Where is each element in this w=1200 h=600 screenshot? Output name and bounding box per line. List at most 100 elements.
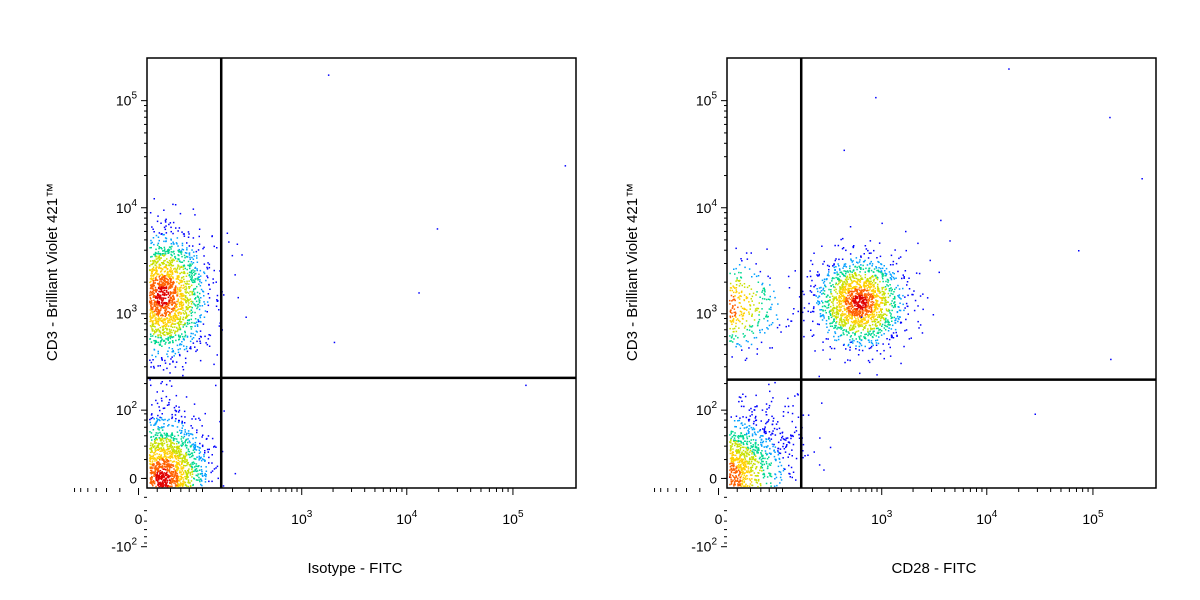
event-dot: [732, 474, 734, 477]
event-dot: [197, 249, 200, 251]
event-dot: [188, 454, 190, 456]
event-dot: [181, 470, 184, 472]
event-dot: [167, 465, 170, 468]
event-dot: [159, 470, 162, 472]
event-dot: [156, 300, 159, 302]
event-dot: [200, 297, 202, 299]
event-dot: [853, 327, 855, 330]
event-dot: [859, 309, 861, 311]
event-dot: [158, 266, 161, 269]
event-dot: [862, 264, 864, 267]
event-dot: [857, 324, 859, 327]
event-dot: [905, 329, 908, 331]
event-dot: [152, 443, 154, 445]
event-dot: [807, 310, 809, 313]
event-dot: [809, 290, 812, 292]
event-dot: [840, 320, 843, 323]
event-dot: [864, 273, 867, 276]
event-dot: [191, 461, 193, 464]
event-dot: [159, 463, 162, 465]
event-dot: [199, 315, 201, 317]
event-dot: [743, 308, 745, 311]
event-dot: [172, 241, 174, 243]
event-dot: [844, 324, 846, 326]
event-dot: [183, 233, 185, 235]
event-dot: [853, 301, 855, 304]
event-dot: [160, 472, 163, 475]
event-dot: [180, 475, 182, 478]
event-dot: [167, 279, 170, 281]
event-dot: [185, 295, 187, 297]
event-dot: [742, 436, 744, 438]
event-dot: [736, 279, 738, 281]
event-dot: [170, 385, 173, 387]
event-dot: [172, 477, 175, 480]
event-dot: [150, 302, 152, 305]
event-dot: [236, 243, 239, 245]
event-dot: [841, 286, 843, 289]
event-dot: [173, 268, 175, 270]
event-dot: [150, 466, 153, 468]
event-dot: [866, 293, 868, 295]
event-dot: [839, 319, 841, 322]
event-dot: [858, 335, 860, 338]
event-dot: [150, 456, 152, 459]
event-dot: [177, 318, 179, 320]
event-dot: [823, 293, 826, 295]
event-dot: [182, 249, 185, 251]
event-dot: [738, 443, 740, 445]
event-dot: [876, 314, 878, 316]
event-dot: [164, 279, 166, 281]
event-dot: [857, 354, 860, 356]
event-dot: [152, 228, 154, 230]
event-dot: [881, 315, 883, 318]
event-dot: [879, 291, 882, 294]
event-dot: [149, 463, 151, 465]
event-dot: [157, 352, 159, 355]
event-dot: [154, 304, 156, 307]
event-dot: [173, 482, 175, 484]
event-dot: [161, 426, 164, 429]
event-dot: [150, 442, 152, 444]
event-dot: [175, 268, 177, 271]
event-dot: [167, 321, 169, 324]
event-dot: [843, 296, 845, 298]
event-dot: [157, 469, 160, 472]
event-dot: [839, 291, 841, 293]
event-dot: [177, 334, 180, 336]
event-dot: [195, 474, 198, 477]
event-dot: [884, 320, 887, 323]
event-dot: [164, 307, 167, 309]
event-dot: [173, 314, 175, 317]
event-dot: [884, 303, 886, 305]
event-dot: [730, 294, 733, 297]
event-dot: [835, 291, 837, 293]
event-dot: [163, 255, 165, 257]
event-dot: [153, 463, 155, 465]
event-dot: [150, 424, 152, 426]
event-dot: [166, 272, 168, 274]
event-dot: [881, 286, 883, 289]
event-dot: [205, 342, 207, 344]
event-dot: [153, 367, 155, 369]
event-dot: [191, 443, 193, 446]
event-dot: [160, 427, 162, 429]
event-dot: [203, 255, 205, 257]
event-dot: [849, 267, 851, 270]
event-dot: [772, 445, 774, 448]
event-dot: [196, 475, 199, 477]
event-dot: [170, 230, 172, 233]
event-dot: [890, 254, 893, 257]
event-dot: [767, 445, 769, 447]
event-dot: [198, 338, 201, 340]
event-dot: [187, 323, 189, 325]
event-dot: [177, 258, 179, 260]
event-dot: [181, 306, 183, 309]
event-dot: [178, 305, 181, 307]
event-dot: [163, 453, 166, 456]
event-dot: [173, 307, 176, 309]
event-dot: [852, 280, 854, 283]
event-dot: [756, 307, 758, 310]
event-dot: [172, 302, 175, 304]
event-dot: [882, 302, 884, 304]
